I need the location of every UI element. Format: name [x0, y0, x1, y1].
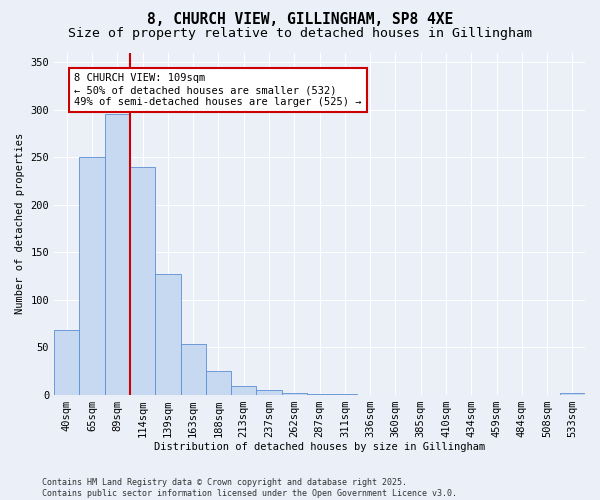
Text: Size of property relative to detached houses in Gillingham: Size of property relative to detached ho…: [68, 28, 532, 40]
Y-axis label: Number of detached properties: Number of detached properties: [15, 133, 25, 314]
Bar: [105, 114, 130, 394]
Bar: [206, 371, 231, 394]
Text: Contains HM Land Registry data © Crown copyright and database right 2025.
Contai: Contains HM Land Registry data © Crown c…: [42, 478, 457, 498]
Text: 8 CHURCH VIEW: 109sqm
← 50% of detached houses are smaller (532)
49% of semi-det: 8 CHURCH VIEW: 109sqm ← 50% of detached …: [74, 74, 362, 106]
Bar: [181, 344, 206, 395]
Bar: [54, 330, 79, 394]
Bar: [130, 166, 155, 394]
X-axis label: Distribution of detached houses by size in Gillingham: Distribution of detached houses by size …: [154, 442, 485, 452]
Bar: [281, 392, 307, 394]
Bar: [560, 392, 585, 394]
Bar: [231, 386, 256, 394]
Bar: [155, 274, 181, 394]
Bar: [79, 157, 105, 394]
Text: 8, CHURCH VIEW, GILLINGHAM, SP8 4XE: 8, CHURCH VIEW, GILLINGHAM, SP8 4XE: [147, 12, 453, 28]
Bar: [256, 390, 281, 394]
